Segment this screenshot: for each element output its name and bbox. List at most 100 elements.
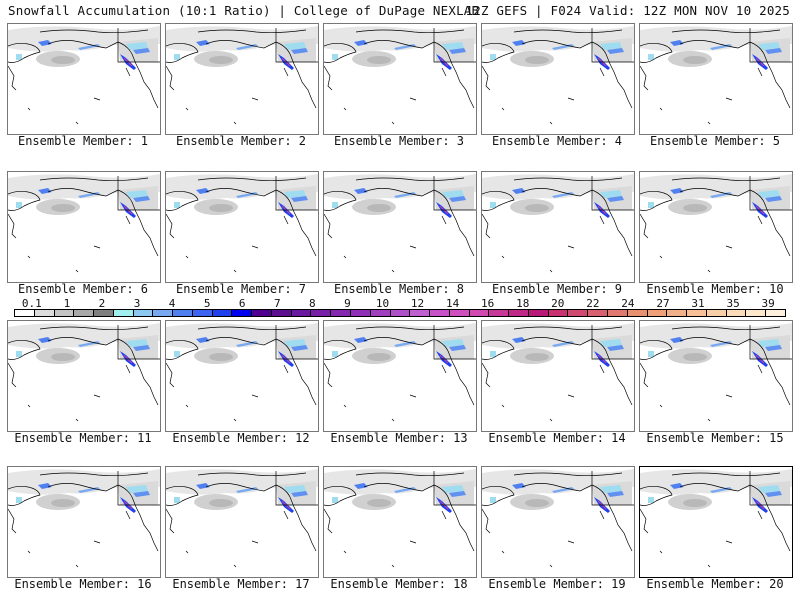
colorbar-segment xyxy=(528,310,549,316)
colorbar-segment xyxy=(687,310,707,316)
ensemble-member-map-7[interactable] xyxy=(165,171,319,283)
ensemble-member-label: Ensemble Member: 14 xyxy=(488,431,626,445)
ensemble-member-label: Ensemble Member: 17 xyxy=(172,577,310,591)
map-image xyxy=(640,467,792,577)
colorbar-tick-label: 20 xyxy=(551,297,565,310)
colorbar-tick-label: 9 xyxy=(344,297,351,310)
colorbar-segment xyxy=(34,310,55,316)
ensemble-member-label: Ensemble Member: 16 xyxy=(14,577,152,591)
map-image xyxy=(166,24,318,134)
ensemble-member-map-1[interactable] xyxy=(7,23,161,135)
ensemble-member-map-10[interactable] xyxy=(639,171,793,283)
ensemble-member-label: Ensemble Member: 4 xyxy=(491,134,623,148)
colorbar-segment xyxy=(271,310,292,316)
colorbar-tick-label: 27 xyxy=(656,297,670,310)
colorbar-segment xyxy=(588,310,608,316)
colorbar-tick-label: 24 xyxy=(621,297,635,310)
ensemble-member-label: Ensemble Member: 1 xyxy=(17,134,149,148)
map-image xyxy=(324,172,476,282)
ensemble-member-label: Ensemble Member: 8 xyxy=(333,282,465,296)
colorbar-segment xyxy=(173,310,193,316)
colorbar-segment xyxy=(232,310,253,316)
map-image xyxy=(8,467,160,577)
colorbar-segment xyxy=(54,310,75,316)
map-image xyxy=(482,467,634,577)
ensemble-member-map-8[interactable] xyxy=(323,171,477,283)
colorbar-tick-label: 12 xyxy=(410,297,425,310)
colorbar-segment xyxy=(430,310,450,316)
ensemble-member-map-15[interactable] xyxy=(639,320,793,432)
ensemble-member-map-16[interactable] xyxy=(7,466,161,578)
ensemble-member-label: Ensemble Member: 18 xyxy=(330,577,468,591)
ensemble-member-label: Ensemble Member: 6 xyxy=(17,282,149,296)
ensemble-member-map-5[interactable] xyxy=(639,23,793,135)
colorbar-segment xyxy=(291,310,312,316)
ensemble-member-map-19[interactable] xyxy=(481,466,635,578)
ensemble-member-map-13[interactable] xyxy=(323,320,477,432)
ensemble-member-label: Ensemble Member: 15 xyxy=(646,431,784,445)
colorbar-tick-label: 7 xyxy=(273,297,281,310)
ensemble-member-label: Ensemble Member: 2 xyxy=(175,134,307,148)
ensemble-member-label: Ensemble Member: 12 xyxy=(172,431,310,445)
colorbar-segment xyxy=(311,310,332,316)
colorbar-segment xyxy=(252,310,272,316)
ensemble-member-map-11[interactable] xyxy=(7,320,161,432)
colorbar-segment xyxy=(94,310,114,316)
ensemble-member-map-18[interactable] xyxy=(323,466,477,578)
ensemble-member-label: Ensemble Member: 20 xyxy=(646,577,784,591)
colorbar-tick-label: 39 xyxy=(761,297,775,310)
colorbar-tick-label: 8 xyxy=(309,297,316,310)
ensemble-member-label: Ensemble Member: 13 xyxy=(330,431,468,445)
colorbar-tick-label: 14 xyxy=(445,297,460,310)
colorbar-segment xyxy=(410,310,431,316)
colorbar-tick-label: 22 xyxy=(586,297,600,310)
map-image xyxy=(482,24,634,134)
colorbar-tick-label: 16 xyxy=(481,297,495,310)
colorbar-segment xyxy=(647,310,668,316)
map-image xyxy=(482,321,634,431)
colorbar-tick-label: 0.1 xyxy=(21,297,42,310)
ensemble-member-label: Ensemble Member: 3 xyxy=(333,134,465,148)
ensemble-member-map-20[interactable] xyxy=(639,466,793,578)
ensemble-member-label: Ensemble Member: 10 xyxy=(646,282,784,296)
colorbar-legend: 0.1 1 2 3 4 5 6 7 8 9 10 12 14 16 18 20 22 24 27 31 35 39 xyxy=(14,297,786,320)
map-image xyxy=(324,321,476,431)
map-image xyxy=(8,24,160,134)
colorbar-segment xyxy=(726,310,747,316)
colorbar-segment xyxy=(509,310,529,316)
colorbar-tick-label: 35 xyxy=(726,297,740,310)
colorbar-segment xyxy=(133,310,154,316)
colorbar-segment xyxy=(568,310,589,316)
colorbar-segment xyxy=(746,310,767,316)
ensemble-member-map-3[interactable] xyxy=(323,23,477,135)
map-image xyxy=(640,172,792,282)
map-image xyxy=(166,467,318,577)
ensemble-member-map-4[interactable] xyxy=(481,23,635,135)
colorbar-tick-label: 3 xyxy=(133,297,141,310)
ensemble-member-map-9[interactable] xyxy=(481,171,635,283)
colorbar-segment xyxy=(331,310,352,316)
colorbar-tick-label: 31 xyxy=(691,297,705,310)
ensemble-member-map-6[interactable] xyxy=(7,171,161,283)
colorbar-segment xyxy=(15,310,35,316)
map-image xyxy=(482,172,634,282)
colorbar-segment xyxy=(667,310,688,316)
map-image xyxy=(640,24,792,134)
colorbar-tick-label: 5 xyxy=(203,297,211,310)
ensemble-member-map-2[interactable] xyxy=(165,23,319,135)
colorbar-segment xyxy=(212,310,233,316)
map-image xyxy=(8,172,160,282)
colorbar-ticks: 0.1 1 2 3 4 5 6 7 8 9 10 12 14 16 18 20 22 24 27 31 35 39 xyxy=(14,297,786,310)
ensemble-member-map-17[interactable] xyxy=(165,466,319,578)
ensemble-member-label: Ensemble Member: 11 xyxy=(14,431,152,445)
ensemble-member-label: Ensemble Member: 5 xyxy=(649,134,781,148)
colorbar-segment xyxy=(370,310,391,316)
ensemble-member-map-12[interactable] xyxy=(165,320,319,432)
chart-title: Snowfall Accumulation (10:1 Ratio) | Col… xyxy=(8,3,480,18)
colorbar-bar xyxy=(14,309,786,317)
ensemble-member-map-14[interactable] xyxy=(481,320,635,432)
colorbar-tick-label: 18 xyxy=(516,297,530,310)
map-image xyxy=(166,172,318,282)
ensemble-member-label: Ensemble Member: 7 xyxy=(175,282,307,296)
model-valid-time: 12Z GEFS | F024 Valid: 12Z MON NOV 10 20… xyxy=(465,3,790,18)
